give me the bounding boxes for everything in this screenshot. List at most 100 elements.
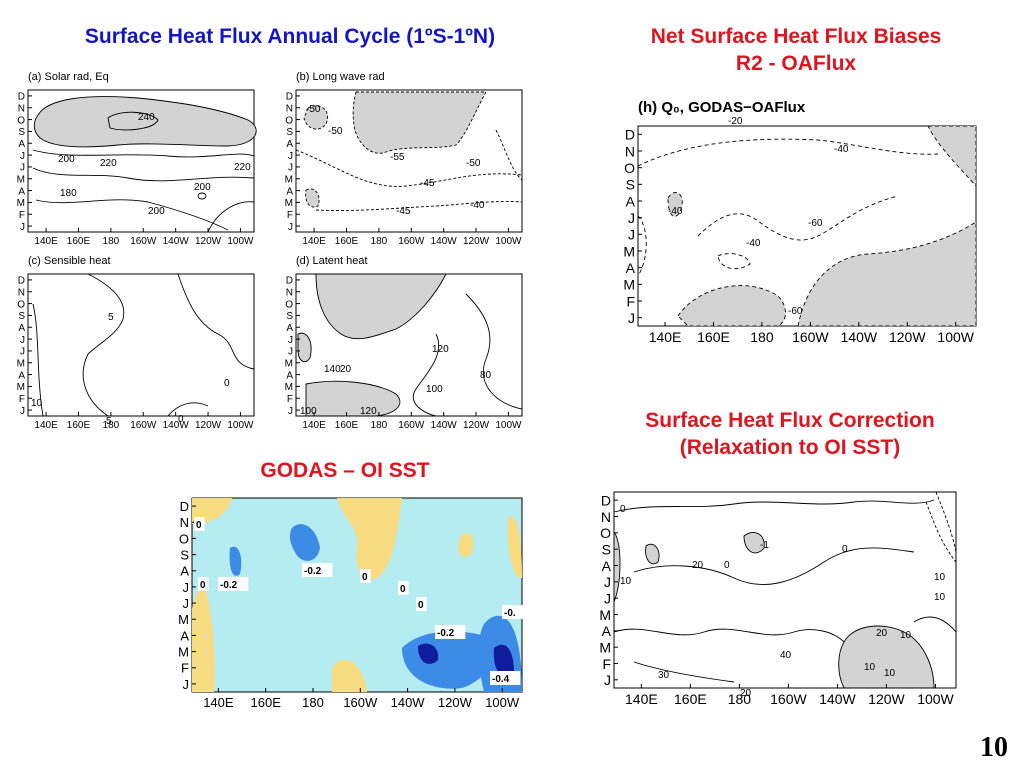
contour-line	[197, 192, 207, 200]
contour-label: 120	[360, 406, 377, 417]
contour-line	[613, 499, 935, 513]
y-tick-label: S	[286, 311, 293, 322]
y-tick-label: D	[601, 492, 611, 508]
shaded-region	[33, 96, 257, 148]
x-tick-label: 140W	[841, 329, 878, 345]
x-tick-label: 120W	[889, 329, 926, 345]
x-tick-label: 160W	[398, 236, 425, 247]
y-tick-label: A	[286, 323, 293, 334]
contour-label: 140	[324, 364, 341, 375]
x-tick-label: 140E	[649, 329, 682, 345]
panel-longwave-title: (b) Long wave rad	[296, 71, 385, 83]
contour-line	[637, 215, 647, 277]
y-tick-label: S	[286, 127, 293, 138]
contour-label: 0	[842, 544, 848, 555]
x-tick-label: 160W	[792, 329, 829, 345]
shaded-region	[838, 625, 935, 689]
y-tick-label: M	[599, 639, 611, 655]
y-tick-label: M	[623, 277, 635, 293]
contour-line	[315, 201, 523, 211]
contour-label: 0	[362, 572, 368, 583]
contour-line	[177, 273, 255, 370]
contour-label: 40	[780, 650, 792, 661]
contour-label-background	[360, 569, 371, 583]
y-tick-label: J	[20, 347, 25, 358]
x-tick-label: 120W	[868, 691, 905, 707]
sst-yellow-region	[192, 578, 215, 692]
y-tick-label: J	[288, 222, 293, 233]
contour-label-background	[490, 671, 521, 685]
y-tick-label: A	[626, 193, 636, 209]
panel-correction: 140E 160E 180 160W 140W 120W 100W J F M A M J J A S O N D 0…	[582, 488, 982, 728]
contour-label: 0	[196, 520, 202, 531]
panel-correction-svg: 140E 160E 180 160W 140W 120W 100WJFMAMJJASOND0…	[599, 491, 957, 707]
contour-line	[32, 167, 255, 182]
x-tick-label: 140W	[431, 420, 458, 431]
contour-label: -20	[728, 116, 743, 127]
contour-label: 10	[900, 630, 912, 641]
x-tick-label: 100W	[485, 695, 520, 710]
x-tick-label: 100W	[495, 420, 522, 431]
contour-label: -50	[466, 158, 481, 169]
panel-solar-svg: (a) Solar rad, Eq 140E 160E 180 160W 140W 120…	[17, 71, 257, 247]
y-tick-label: A	[18, 370, 25, 381]
y-tick-label: F	[626, 293, 635, 309]
biases-title-line1: Net Surface Heat Flux Biases	[650, 25, 942, 48]
contour-label: 10	[934, 572, 946, 583]
y-tick-label: F	[602, 656, 611, 672]
solar-plot: 140E 160E 180 160W 140W 120W 100WJFMAMJJASOND2…	[17, 89, 257, 247]
y-tick-label: M	[178, 612, 189, 627]
contour-label-background	[502, 605, 526, 619]
y-tick-label: J	[20, 406, 25, 417]
shaded-region	[297, 332, 312, 363]
y-tick-label: M	[285, 175, 293, 186]
contour-label: -1	[760, 540, 769, 551]
panel-biases-title: (h) Q₀, GODAS−OAFlux	[638, 99, 806, 116]
x-tick-label: 140E	[34, 420, 58, 431]
y-tick-label: A	[18, 323, 25, 334]
plot-frame	[27, 273, 255, 417]
contour-label: 0	[224, 378, 230, 389]
y-tick-label: F	[19, 394, 25, 405]
x-tick-label: 100W	[495, 236, 522, 247]
contour-label: 20	[876, 628, 888, 639]
y-tick-label: J	[628, 310, 635, 326]
shaded-region	[743, 532, 765, 554]
sst-yellow-region	[507, 516, 522, 578]
y-tick-label: J	[20, 335, 25, 346]
shaded-region	[927, 125, 977, 188]
x-tick-label: 120W	[463, 420, 490, 431]
contour-label: 200	[194, 182, 211, 193]
contour-line	[697, 195, 899, 241]
contour-line	[913, 616, 957, 633]
x-tick-label: 160W	[398, 420, 425, 431]
y-tick-label: J	[20, 151, 25, 162]
y-tick-label: J	[604, 672, 611, 688]
contour-label-background	[302, 563, 333, 577]
y-tick-label: A	[286, 139, 293, 150]
panel-sensible-title: (c) Sensible heat	[28, 255, 111, 267]
y-tick-label: D	[286, 276, 293, 287]
contour-label-background	[398, 581, 409, 595]
y-tick-label: J	[183, 677, 190, 692]
contour-label: -0.4	[492, 674, 510, 685]
panel-sensible-svg: (c) Sensible heat 140E 160E 180 160W 140W 120…	[17, 255, 255, 431]
y-tick-label: M	[17, 359, 25, 370]
contour-label: 0	[400, 584, 406, 595]
panel-latent-svg: (d) Latent heat 140E 160E 180 160W 140W 120W 1…	[285, 255, 523, 431]
contour-label: -45	[396, 206, 411, 217]
y-tick-label: N	[286, 288, 293, 299]
page-number: 10	[980, 732, 1008, 763]
y-tick-label: N	[180, 515, 189, 530]
biases-plot: 140E 160E 180 160W 140W 120W 100WJFMAMJJASOND-…	[623, 116, 977, 345]
y-tick-label: M	[17, 382, 25, 393]
contour-label-background	[435, 625, 466, 639]
y-tick-label: D	[286, 92, 293, 103]
contour-label: 5	[108, 312, 114, 323]
contour-line	[295, 149, 523, 187]
x-tick-label: 180	[302, 695, 324, 710]
x-tick-label: 160E	[335, 420, 359, 431]
contour-label: 0	[418, 600, 424, 611]
x-tick-label: 140W	[163, 420, 190, 431]
contour-line	[167, 402, 209, 417]
